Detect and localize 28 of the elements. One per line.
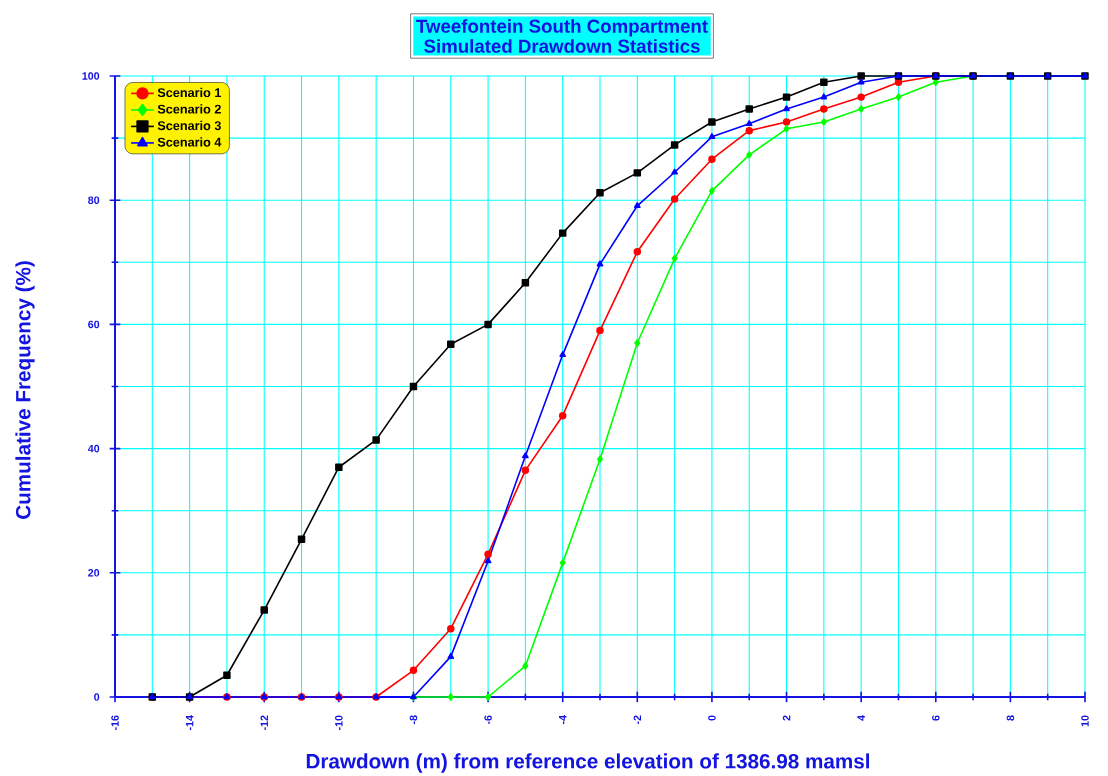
x-tick-label: -6 (484, 715, 492, 725)
y-tick-label: 20 (88, 569, 100, 577)
legend-label: Scenario 4 (157, 137, 222, 147)
y-axis-title: Cumulative Frequency (%) (15, 261, 35, 519)
chart-subtitle: Simulated Drawdown Statistics (424, 39, 700, 53)
y-tick-label: 40 (87, 444, 100, 453)
x-tick-label: 10 (1081, 715, 1089, 727)
x-tick-label: -16 (111, 715, 119, 731)
x-axis-title: Drawdown (m) from reference elevation of 1386.98 mamsl (306, 753, 870, 773)
y-tick-label: 80 (88, 196, 100, 204)
y-tick-label: 100 (82, 72, 100, 80)
x-tick-label: -8 (409, 715, 418, 725)
legend-label: Scenario 1 (157, 87, 222, 98)
x-tick-label: -10 (335, 715, 343, 731)
x-tick-label: 2 (782, 715, 791, 721)
legend-label: Scenario 3 (157, 120, 221, 131)
x-tick-label: -14 (185, 715, 194, 731)
x-tick-label: 4 (857, 715, 865, 721)
y-tick-label: 60 (88, 320, 100, 329)
x-tick-label: 0 (708, 715, 716, 721)
x-tick-label: -4 (559, 715, 567, 725)
legend-label: Scenario 2 (157, 104, 221, 114)
x-tick-label: 8 (1006, 715, 1015, 721)
x-tick-label: -12 (260, 715, 268, 731)
y-tick-label: 0 (94, 693, 100, 701)
x-tick-label: -2 (633, 715, 642, 725)
x-tick-label: 6 (932, 715, 940, 721)
chart-title: Tweefontein South Compartment (416, 19, 708, 37)
